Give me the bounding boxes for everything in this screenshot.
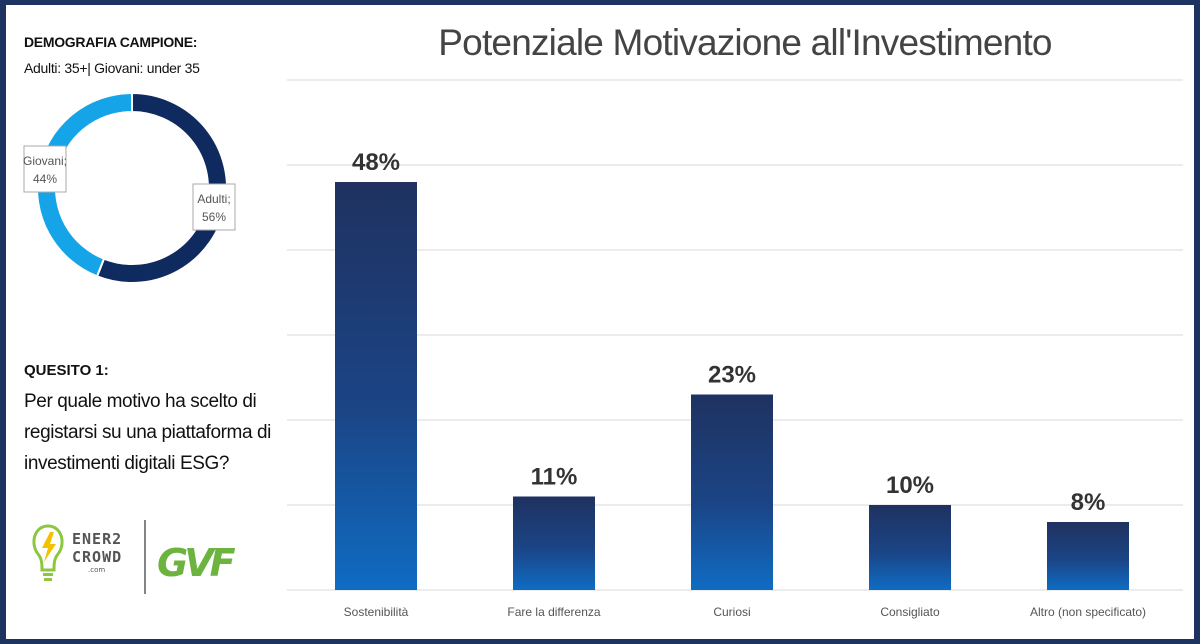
- question-text: Per quale motivo ha scelto di registarsi…: [24, 391, 271, 474]
- lightbulb-icon: [32, 524, 64, 572]
- gvf-logo: GVF: [157, 541, 240, 585]
- partner-logos: ENER2 CROWD .com GVF: [32, 520, 240, 594]
- ener2crowd-text-line1: ENER2: [72, 530, 122, 548]
- donut-label-box: [192, 183, 236, 231]
- chart-title: Potenziale Motivazione all'Investimento: [438, 22, 1052, 63]
- bulb-base: [43, 573, 53, 576]
- gvf-text: GVF: [157, 541, 236, 585]
- donut-label-category: Adulti;: [197, 192, 230, 206]
- ener2crowd-logo: ENER2 CROWD .com: [32, 524, 122, 581]
- donut-label-giovani: Giovani; 44%: [23, 145, 67, 193]
- sample-heading: DEMOGRAFIA CAMPIONE:: [24, 34, 198, 50]
- demographics-donut-chart: Adulti; 56% Giovani; 44%: [23, 91, 236, 284]
- question-heading: QUESITO 1:: [24, 362, 109, 379]
- ener2crowd-text-line3: .com: [88, 566, 105, 574]
- slide-frame: [6, 5, 1194, 639]
- donut-label-adulti: Adulti; 56%: [192, 183, 236, 231]
- donut-slice-giovani: [36, 91, 133, 278]
- bulb-base: [44, 578, 52, 581]
- donut-slice-adulti: [95, 91, 228, 284]
- sample-detail: Adulti: 35+| Giovani: under 35: [24, 60, 200, 76]
- donut-label-value: 56%: [202, 210, 226, 224]
- donut-label-category: Giovani;: [23, 154, 67, 168]
- ener2crowd-text-line2: CROWD: [72, 548, 122, 566]
- donut-label-box: [23, 145, 67, 193]
- bolt-icon: [42, 532, 56, 562]
- donut-label-value: 44%: [33, 172, 57, 186]
